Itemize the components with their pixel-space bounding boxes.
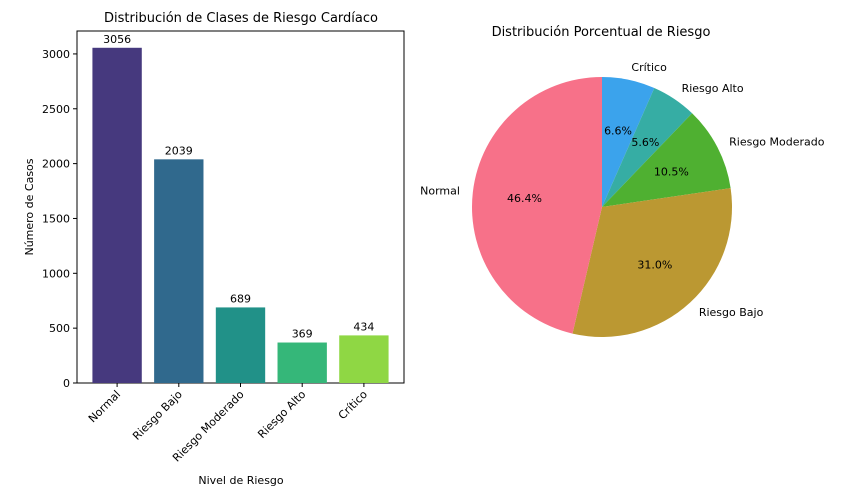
pie-slice-label: Riesgo Bajo	[699, 306, 764, 319]
pie-marks: 6.6% Crítico 5.6% Riesgo Alto 10.5% Riesgo Mo…	[420, 61, 825, 337]
y-tick-label: 3000	[42, 48, 70, 61]
bar-value-label: 369	[292, 328, 313, 341]
pie-percent-label: 5.6%	[631, 136, 659, 149]
x-tick-label: Riesgo Bajo	[130, 388, 185, 443]
bar-chart: Distribución de Clases de Riesgo Cardíac…	[23, 11, 405, 487]
bar	[154, 159, 204, 383]
bar	[277, 342, 327, 383]
x-tick-label: Normal	[86, 388, 123, 425]
pie-percent-label: 31.0%	[637, 258, 672, 271]
bar-marks: 3056 2039 689 369 434	[92, 33, 389, 383]
y-tick-label: 1500	[42, 212, 70, 225]
x-tick-label: Riesgo Alto	[255, 388, 308, 441]
bar-value-label: 434	[353, 320, 374, 333]
bar-chart-title: Distribución de Clases de Riesgo Cardíac…	[104, 11, 378, 26]
y-tick-label: 500	[49, 322, 70, 335]
bar-y-axis: 0 500 1000 1500 2000 2500 3000	[42, 48, 77, 390]
pie-chart: Distribución Porcentual de Riesgo 6.6% Cr…	[420, 25, 825, 337]
bar-value-label: 2039	[165, 144, 193, 157]
y-tick-label: 1000	[42, 267, 70, 280]
pie-slice	[572, 188, 732, 337]
pie-percent-label: 6.6%	[604, 125, 632, 138]
bar-y-axis-label: Número de Casos	[23, 158, 36, 255]
pie-slice-label: Riesgo Moderado	[729, 136, 825, 149]
pie-slice	[472, 77, 602, 334]
bar	[215, 307, 266, 383]
y-tick-label: 0	[63, 377, 70, 390]
pie-slice	[602, 113, 731, 207]
pie-percent-label: 46.4%	[507, 192, 542, 205]
bar-x-axis-label: Nivel de Riesgo	[198, 474, 284, 487]
y-tick-label: 2500	[42, 103, 70, 116]
pie-slice	[602, 77, 655, 207]
pie-slice-label: Normal	[420, 185, 460, 198]
pie-slice	[602, 87, 693, 207]
bar-value-label: 3056	[103, 33, 131, 46]
pie-percent-label: 10.5%	[654, 165, 689, 178]
x-tick-label: Crítico	[336, 388, 370, 422]
bar-value-label: 689	[230, 292, 251, 305]
bar	[339, 335, 389, 383]
pie-slice-label: Crítico	[631, 61, 667, 74]
bar	[92, 47, 142, 383]
pie-slice-label: Riesgo Alto	[682, 82, 744, 95]
y-tick-label: 2000	[42, 158, 70, 171]
pie-chart-title: Distribución Porcentual de Riesgo	[492, 25, 711, 40]
